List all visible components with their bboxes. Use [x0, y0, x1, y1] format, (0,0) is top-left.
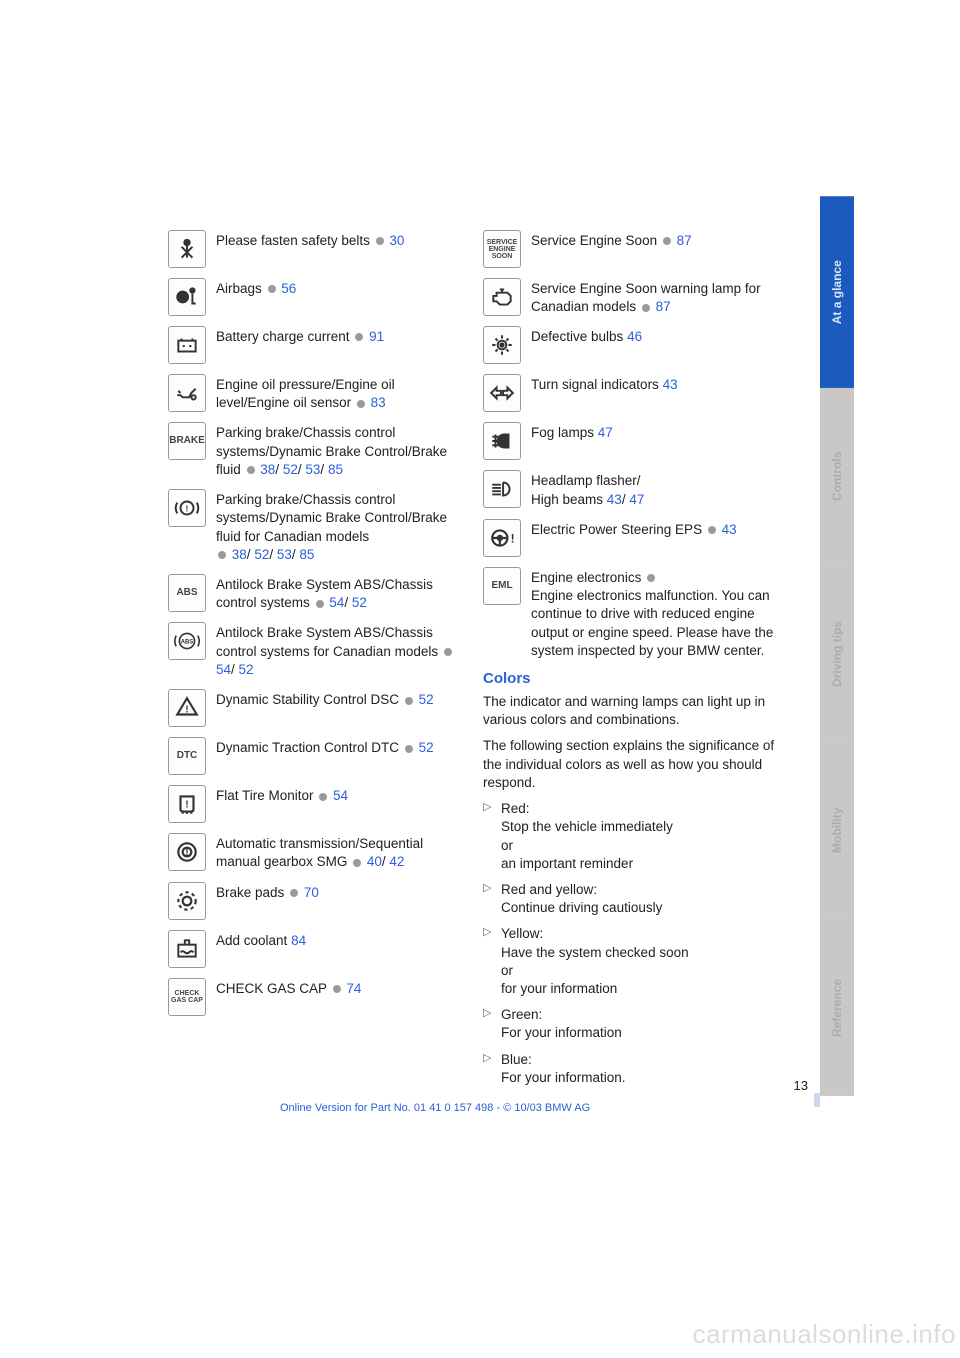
- tab-at-a-glance[interactable]: At a glance: [820, 196, 854, 388]
- oil-icon: [168, 374, 206, 412]
- watermark: carmanualsonline.info: [693, 1319, 956, 1350]
- battery-icon: [168, 326, 206, 364]
- indicator-description: Defective bulbs 46: [531, 326, 642, 346]
- colors-list-item: Red and yellow:Continue driving cautious…: [483, 881, 778, 917]
- indicator-description: Service Engine Soon 87: [531, 230, 692, 250]
- indicator-item: Turn signal indicators 43: [483, 374, 778, 412]
- indicator-item: DTC Dynamic Traction Control DTC 52: [168, 737, 463, 775]
- indicator-description: Antilock Brake System ABS/Chassis contro…: [216, 622, 463, 679]
- airbag-icon: [168, 278, 206, 316]
- flat-tire-icon: !: [168, 785, 206, 823]
- engine-icon: [483, 278, 521, 316]
- gearbox-icon: !: [168, 833, 206, 871]
- indicator-item: ! Parking brake/Chassis control systems/D…: [168, 489, 463, 564]
- indicator-description: Dynamic Stability Control DSC 52: [216, 689, 434, 709]
- ABS-icon: ABS: [168, 574, 206, 612]
- indicator-item: Airbags 56: [168, 278, 463, 316]
- colors-list-item: Green:For your information: [483, 1006, 778, 1042]
- svg-text:!: !: [186, 503, 189, 513]
- colors-paragraph: The indicator and warning lamps can ligh…: [483, 693, 778, 729]
- brake-cad-icon: !: [168, 489, 206, 527]
- BRAKE-icon: BRAKE: [168, 422, 206, 460]
- indicator-description: Electric Power Steering EPS 43: [531, 519, 737, 539]
- indicator-description: Turn signal indicators 43: [531, 374, 678, 394]
- indicator-description: Antilock Brake System ABS/Chassis contro…: [216, 574, 463, 612]
- indicator-item: Headlamp flasher/High beams 43/ 47: [483, 470, 778, 508]
- indicator-description: CHECK GAS CAP 74: [216, 978, 361, 998]
- indicator-description: Flat Tire Monitor 54: [216, 785, 348, 805]
- indicator-description: Fog lamps 47: [531, 422, 613, 442]
- SERVICE ENGINE SOON-icon: SERVICE ENGINE SOON: [483, 230, 521, 268]
- tab-mobility[interactable]: Mobility: [820, 742, 854, 919]
- indicator-description: Brake pads 70: [216, 882, 319, 902]
- indicator-item: ! Electric Power Steering EPS 43: [483, 519, 778, 557]
- indicator-item: ! Dynamic Stability Control DSC 52: [168, 689, 463, 727]
- indicator-description: Automatic transmission/Sequential manual…: [216, 833, 463, 871]
- colors-list: Red:Stop the vehicle immediatelyoran imp…: [483, 800, 778, 1087]
- section-tabs: At a glanceControlsDriving tipsMobilityR…: [820, 196, 854, 1096]
- indicator-description: Engine oil pressure/Engine oil level/Eng…: [216, 374, 463, 412]
- brake-pads-icon: [168, 882, 206, 920]
- bulb-icon: [483, 326, 521, 364]
- colors-title: Colors: [483, 670, 778, 687]
- indicator-item: Engine oil pressure/Engine oil level/Eng…: [168, 374, 463, 412]
- colors-list-item: Red:Stop the vehicle immediatelyoran imp…: [483, 800, 778, 873]
- indicator-item: Fog lamps 47: [483, 422, 778, 460]
- colors-list-item: Yellow:Have the system checked soonorfor…: [483, 925, 778, 998]
- fog-icon: [483, 422, 521, 460]
- indicator-item: ! Flat Tire Monitor 54: [168, 785, 463, 823]
- svg-text:!: !: [185, 799, 188, 810]
- indicator-item: Add coolant 84: [168, 930, 463, 968]
- indicator-item: CHECK GAS CAP CHECK GAS CAP 74: [168, 978, 463, 1016]
- indicator-description: Parking brake/Chassis control systems/Dy…: [216, 489, 463, 564]
- DTC-icon: DTC: [168, 737, 206, 775]
- CHECK GAS CAP-icon: CHECK GAS CAP: [168, 978, 206, 1016]
- EML-icon: EML: [483, 567, 521, 605]
- indicator-description: Airbags 56: [216, 278, 296, 298]
- tab-reference[interactable]: Reference: [820, 919, 854, 1096]
- page-number: 13: [794, 1078, 808, 1093]
- indicator-item: BRAKE Parking brake/Chassis control syste…: [168, 422, 463, 479]
- indicator-item: Battery charge current 91: [168, 326, 463, 364]
- indicator-item: ! Automatic transmission/Sequential manua…: [168, 833, 463, 871]
- indicator-item: Service Engine Soon warning lamp for Can…: [483, 278, 778, 316]
- indicator-description: Please fasten safety belts 30: [216, 230, 404, 250]
- abs-cad-icon: ABS: [168, 622, 206, 660]
- tab-driving-tips[interactable]: Driving tips: [820, 565, 854, 742]
- colors-paragraph: The following section explains the signi…: [483, 737, 778, 792]
- svg-text:!: !: [185, 704, 188, 715]
- indicator-description: Parking brake/Chassis control systems/Dy…: [216, 422, 463, 479]
- indicator-item: ABS Antilock Brake System ABS/Chassis con…: [168, 622, 463, 679]
- svg-text:!: !: [511, 531, 515, 545]
- indicator-description: Dynamic Traction Control DTC 52: [216, 737, 434, 757]
- svg-text:!: !: [185, 847, 188, 858]
- tab-controls[interactable]: Controls: [820, 388, 854, 565]
- indicator-description: Headlamp flasher/High beams 43/ 47: [531, 470, 644, 508]
- indicator-item: EML Engine electronics Engine electronics…: [483, 567, 778, 660]
- eps-icon: !: [483, 519, 521, 557]
- page-number-marker: [814, 1093, 820, 1107]
- indicator-description: Battery charge current 91: [216, 326, 384, 346]
- coolant-icon: [168, 930, 206, 968]
- indicator-description: Engine electronics Engine electronics ma…: [531, 567, 778, 660]
- dsc-icon: !: [168, 689, 206, 727]
- indicator-description: Add coolant 84: [216, 930, 306, 950]
- highbeam-icon: [483, 470, 521, 508]
- svg-text:ABS: ABS: [181, 640, 194, 646]
- footer-text: Online Version for Part No. 01 41 0 157 …: [280, 1102, 590, 1114]
- indicator-item: SERVICE ENGINE SOON Service Engine Soon 8…: [483, 230, 778, 268]
- seatbelt-icon: [168, 230, 206, 268]
- colors-list-item: Blue:For your information.: [483, 1051, 778, 1087]
- indicator-item: Brake pads 70: [168, 882, 463, 920]
- indicator-item: Defective bulbs 46: [483, 326, 778, 364]
- indicator-item: ABS Antilock Brake System ABS/Chassis con…: [168, 574, 463, 612]
- indicator-item: Please fasten safety belts 30: [168, 230, 463, 268]
- turn-icon: [483, 374, 521, 412]
- indicator-description: Service Engine Soon warning lamp for Can…: [531, 278, 778, 316]
